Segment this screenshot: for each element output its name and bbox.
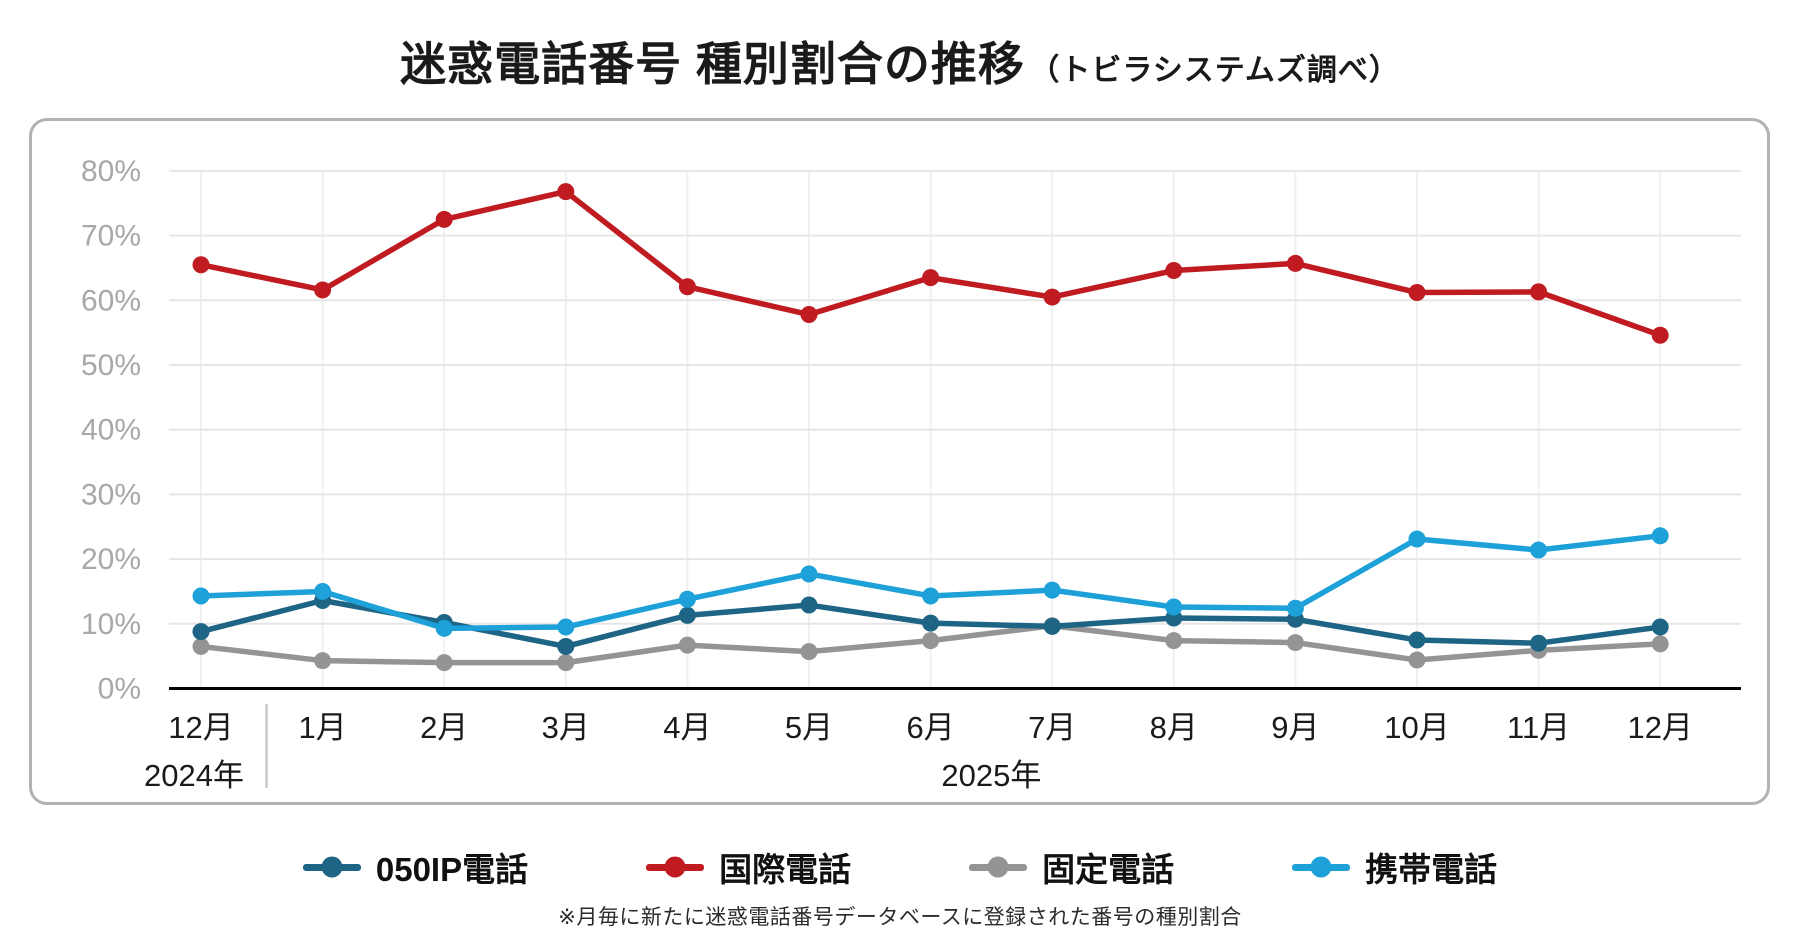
legend-item-mobile-phone: 携帯電話 (1292, 843, 1497, 891)
data-point-050ip-phone (800, 596, 818, 614)
data-point-international-call (557, 183, 575, 201)
data-point-international-call (678, 278, 696, 296)
data-point-landline-phone (435, 654, 453, 672)
line-chart: 0% 10% 20% 30% 40% 50% 60% 70% 80% 12月 1月 2月 3月 4月 5月 6… (81, 155, 1741, 793)
chart-legend: 050IP電話 国際電話 固定電話 携帯電話 (0, 843, 1800, 891)
x-axis-month-label: 1月 (298, 710, 346, 745)
data-point-mobile-phone (1286, 599, 1304, 617)
y-axis-tick-label: 70% (81, 220, 141, 253)
data-point-050ip-phone (1530, 634, 1548, 652)
legend-marker-icon (1292, 863, 1351, 871)
x-axis-month-label: 5月 (785, 710, 833, 745)
data-point-landline-phone (922, 632, 940, 650)
footnote-text: ※月毎に新たに迷惑電話番号データベースに登録された番号の種別割合 (558, 906, 1242, 929)
y-axis-tick-label: 10% (81, 608, 141, 641)
y-axis-tick-label: 50% (81, 349, 141, 382)
page-title-source: （トビラシステムズ調べ） (1029, 54, 1400, 87)
data-point-international-call (435, 210, 453, 228)
x-axis-month-label: 6月 (906, 710, 954, 745)
data-point-mobile-phone (192, 587, 210, 605)
data-point-mobile-phone (678, 590, 696, 608)
page-title-main: 迷惑電話番号 種別割合の推移 (400, 38, 1025, 90)
data-point-landline-phone (557, 654, 575, 672)
legend-marker-icon (969, 863, 1028, 871)
data-point-landline-phone (1165, 632, 1183, 650)
data-point-mobile-phone (557, 618, 575, 636)
data-point-landline-phone (1408, 651, 1426, 669)
x-axis-month-label: 12月 (168, 710, 233, 745)
chart-panel: 0% 10% 20% 30% 40% 50% 60% 70% 80% 12月 1月 2月 3月 4月 5月 6… (29, 118, 1770, 805)
series-international-call (192, 183, 1669, 344)
x-axis-month-label: 12月 (1627, 710, 1692, 745)
data-point-mobile-phone (922, 587, 940, 605)
data-point-mobile-phone (1408, 530, 1426, 548)
y-axis-tick-label: 40% (81, 414, 141, 447)
data-point-050ip-phone (678, 606, 696, 624)
data-point-050ip-phone (1043, 617, 1061, 635)
data-point-mobile-phone (1165, 598, 1183, 616)
data-point-050ip-phone (557, 637, 575, 655)
y-axis-tick-label: 30% (81, 478, 141, 511)
data-point-landline-phone (1286, 634, 1304, 652)
x-axis-year-label: 2025年 (941, 758, 1041, 793)
data-point-international-call (1286, 254, 1304, 272)
data-point-international-call (192, 256, 210, 274)
legend-item-international-call: 国際電話 (646, 843, 851, 891)
y-axis-tick-label: 0% (98, 673, 141, 706)
data-point-mobile-phone (435, 619, 453, 637)
x-axis-month-label: 9月 (1271, 710, 1319, 745)
data-point-international-call (314, 281, 332, 299)
x-axis-month-label: 2月 (420, 710, 468, 745)
x-axis-month-label: 4月 (663, 710, 711, 745)
legend-item-050ip-phone: 050IP電話 (302, 843, 529, 891)
data-point-landline-phone (192, 637, 210, 655)
data-point-mobile-phone (1651, 527, 1669, 545)
legend-marker-icon (302, 863, 361, 871)
x-axis-labels: 12月 1月 2月 3月 4月 5月 6月 7月 8月 9月 10月 11月 12月 2024年 2025年 (144, 710, 1693, 793)
data-point-mobile-phone (1043, 581, 1061, 599)
x-axis-month-label: 3月 (542, 710, 590, 745)
series-landline-phone (192, 617, 1669, 672)
data-point-050ip-phone (922, 614, 940, 632)
legend-label: 携帯電話 (1365, 851, 1498, 888)
legend-item-landline-phone: 固定電話 (969, 843, 1174, 891)
data-point-international-call (800, 306, 818, 324)
data-point-international-call (1408, 284, 1426, 302)
data-point-050ip-phone (192, 623, 210, 641)
x-axis-month-label: 11月 (1507, 710, 1570, 745)
data-point-mobile-phone (314, 582, 332, 600)
y-axis-tick-label: 80% (81, 155, 141, 188)
data-point-mobile-phone (1530, 541, 1548, 559)
data-point-landline-phone (1651, 635, 1669, 653)
data-point-050ip-phone (1651, 618, 1669, 636)
data-point-landline-phone (678, 636, 696, 654)
legend-marker-icon (646, 863, 705, 871)
page-title: 迷惑電話番号 種別割合の推移 （トビラシステムズ調べ） (0, 28, 1800, 94)
data-point-international-call (1530, 283, 1548, 301)
data-point-international-call (1165, 262, 1183, 280)
data-point-landline-phone (314, 652, 332, 670)
data-point-international-call (922, 269, 940, 287)
data-point-international-call (1651, 326, 1669, 344)
y-axis-tick-label: 60% (81, 284, 141, 317)
series-mobile-phone (192, 527, 1669, 637)
x-axis-month-label: 8月 (1150, 710, 1198, 745)
data-point-mobile-phone (800, 565, 818, 583)
data-point-landline-phone (800, 643, 818, 661)
legend-label: 050IP電話 (375, 851, 529, 888)
y-axis-tick-label: 20% (81, 543, 141, 576)
data-point-050ip-phone (1408, 631, 1426, 649)
x-axis-year-label: 2024年 (144, 758, 244, 793)
legend-label: 国際電話 (719, 851, 852, 888)
data-point-international-call (1043, 288, 1061, 306)
x-axis-month-label: 7月 (1028, 710, 1076, 745)
legend-label: 固定電話 (1042, 851, 1175, 888)
x-axis-month-label: 10月 (1384, 710, 1449, 745)
